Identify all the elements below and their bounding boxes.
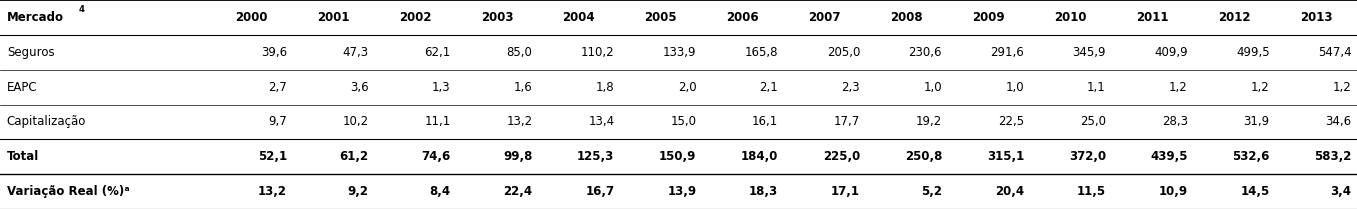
Text: 2013: 2013 [1300, 11, 1333, 24]
Text: 2003: 2003 [480, 11, 513, 24]
Text: EAPC: EAPC [7, 81, 38, 94]
Text: 1,0: 1,0 [1006, 81, 1025, 94]
Text: 2001: 2001 [318, 11, 350, 24]
Text: 15,0: 15,0 [670, 115, 696, 128]
Text: 16,1: 16,1 [752, 115, 779, 128]
Text: 17,1: 17,1 [830, 185, 860, 198]
Text: 99,8: 99,8 [503, 150, 532, 163]
Text: 61,2: 61,2 [339, 150, 369, 163]
Text: 52,1: 52,1 [258, 150, 286, 163]
Text: 11,5: 11,5 [1076, 185, 1106, 198]
Text: 345,9: 345,9 [1072, 46, 1106, 59]
Text: Mercado: Mercado [7, 11, 64, 24]
Text: 28,3: 28,3 [1162, 115, 1187, 128]
Text: 13,2: 13,2 [506, 115, 532, 128]
Text: 39,6: 39,6 [261, 46, 286, 59]
Text: 8,4: 8,4 [430, 185, 451, 198]
Text: 2,0: 2,0 [677, 81, 696, 94]
Text: 110,2: 110,2 [581, 46, 615, 59]
Text: 1,0: 1,0 [923, 81, 942, 94]
Text: 125,3: 125,3 [577, 150, 615, 163]
Text: 2009: 2009 [972, 11, 1004, 24]
Text: 13,9: 13,9 [668, 185, 696, 198]
Text: 2010: 2010 [1054, 11, 1087, 24]
Text: 291,6: 291,6 [991, 46, 1025, 59]
Text: 2,3: 2,3 [841, 81, 860, 94]
Text: 2000: 2000 [235, 11, 267, 24]
Text: Capitalização: Capitalização [7, 115, 85, 128]
Text: 3,4: 3,4 [1331, 185, 1352, 198]
Text: 1,2: 1,2 [1333, 81, 1352, 94]
Text: 372,0: 372,0 [1069, 150, 1106, 163]
Text: 25,0: 25,0 [1080, 115, 1106, 128]
Text: 10,2: 10,2 [342, 115, 369, 128]
Text: 5,2: 5,2 [921, 185, 942, 198]
Text: 165,8: 165,8 [745, 46, 779, 59]
Text: 9,2: 9,2 [347, 185, 369, 198]
Text: 4: 4 [79, 5, 84, 14]
Text: Seguros: Seguros [7, 46, 54, 59]
Text: 19,2: 19,2 [916, 115, 942, 128]
Text: 1,8: 1,8 [596, 81, 615, 94]
Text: 14,5: 14,5 [1240, 185, 1270, 198]
Text: 499,5: 499,5 [1236, 46, 1270, 59]
Text: 10,9: 10,9 [1159, 185, 1187, 198]
Text: 2006: 2006 [726, 11, 759, 24]
Text: 1,2: 1,2 [1251, 81, 1270, 94]
Text: 547,4: 547,4 [1318, 46, 1352, 59]
Text: 34,6: 34,6 [1326, 115, 1352, 128]
Text: Variação Real (%)ᵃ: Variação Real (%)ᵃ [7, 185, 129, 198]
Text: 1,6: 1,6 [514, 81, 532, 94]
Text: 16,7: 16,7 [585, 185, 615, 198]
Text: 11,1: 11,1 [425, 115, 451, 128]
Text: 205,0: 205,0 [826, 46, 860, 59]
Text: 150,9: 150,9 [660, 150, 696, 163]
Text: 9,7: 9,7 [269, 115, 286, 128]
Text: 583,2: 583,2 [1314, 150, 1352, 163]
Text: 230,6: 230,6 [909, 46, 942, 59]
Text: 2,7: 2,7 [269, 81, 286, 94]
Text: 2007: 2007 [809, 11, 841, 24]
Text: 225,0: 225,0 [822, 150, 860, 163]
Text: 20,4: 20,4 [995, 185, 1025, 198]
Text: 1,2: 1,2 [1168, 81, 1187, 94]
Text: 2005: 2005 [645, 11, 677, 24]
Text: 22,5: 22,5 [997, 115, 1025, 128]
Text: 2002: 2002 [399, 11, 432, 24]
Text: 409,9: 409,9 [1155, 46, 1187, 59]
Text: 3,6: 3,6 [350, 81, 369, 94]
Text: 2011: 2011 [1136, 11, 1168, 24]
Text: 74,6: 74,6 [422, 150, 451, 163]
Text: Total: Total [7, 150, 39, 163]
Text: 133,9: 133,9 [662, 46, 696, 59]
Text: 13,2: 13,2 [258, 185, 286, 198]
Text: 250,8: 250,8 [905, 150, 942, 163]
Text: 1,1: 1,1 [1087, 81, 1106, 94]
Text: 22,4: 22,4 [503, 185, 532, 198]
Text: 532,6: 532,6 [1232, 150, 1270, 163]
Text: 2012: 2012 [1217, 11, 1250, 24]
Text: 1,3: 1,3 [432, 81, 451, 94]
Text: 2004: 2004 [563, 11, 596, 24]
Text: 18,3: 18,3 [749, 185, 779, 198]
Text: 47,3: 47,3 [342, 46, 369, 59]
Text: 17,7: 17,7 [835, 115, 860, 128]
Text: 184,0: 184,0 [741, 150, 779, 163]
Text: 439,5: 439,5 [1151, 150, 1187, 163]
Text: 2,1: 2,1 [760, 81, 779, 94]
Text: 2008: 2008 [890, 11, 923, 24]
Text: 13,4: 13,4 [589, 115, 615, 128]
Text: 62,1: 62,1 [425, 46, 451, 59]
Text: 85,0: 85,0 [506, 46, 532, 59]
Text: 315,1: 315,1 [987, 150, 1025, 163]
Text: 31,9: 31,9 [1243, 115, 1270, 128]
